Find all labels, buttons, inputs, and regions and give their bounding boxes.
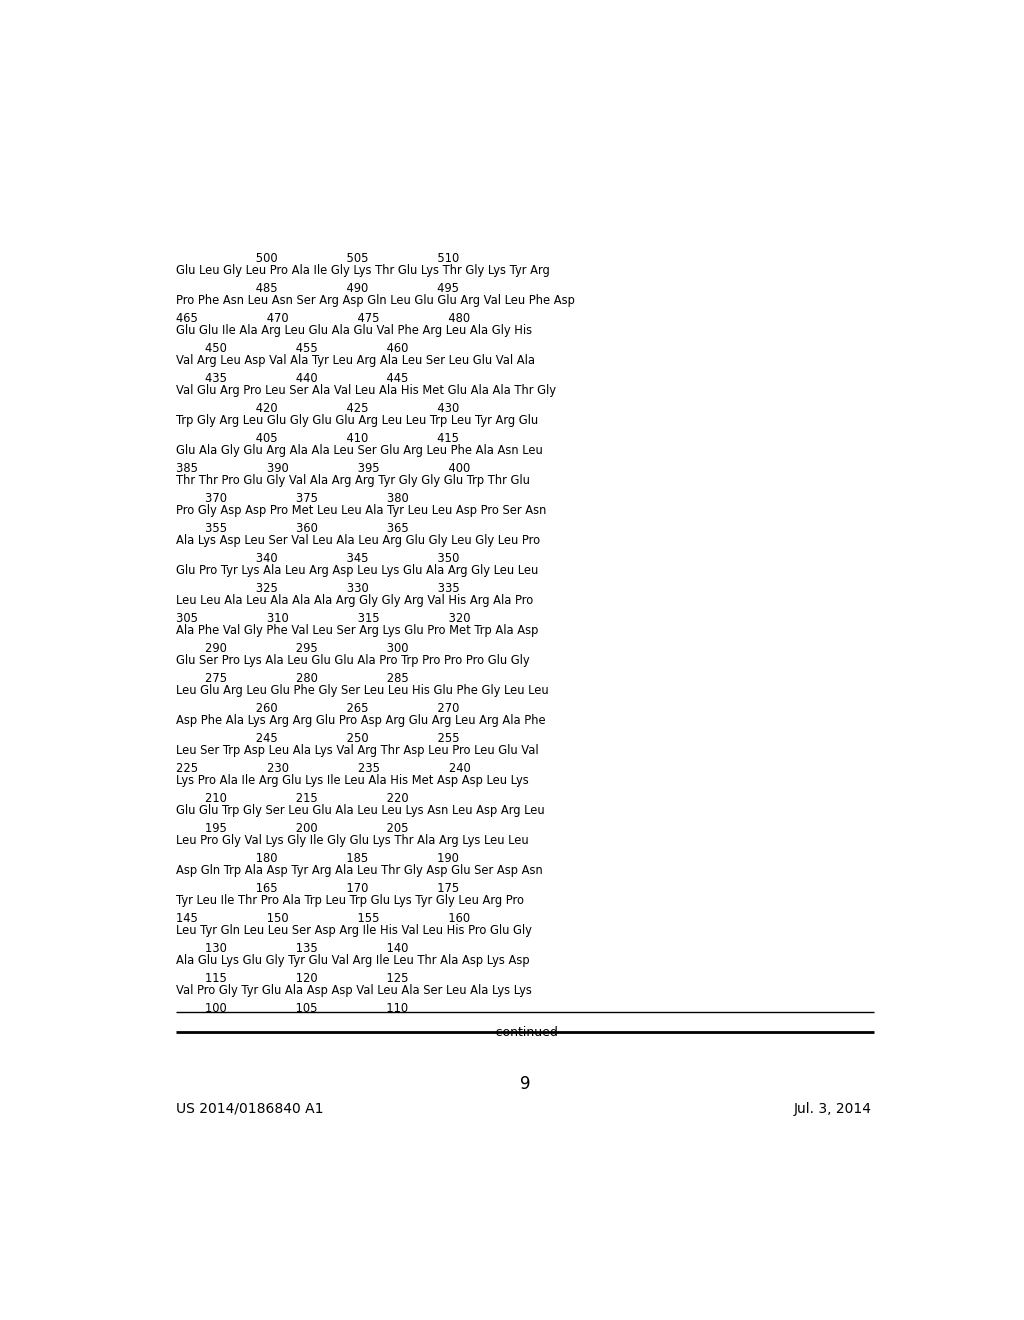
Text: Val Glu Arg Pro Leu Ser Ala Val Leu Ala His Met Glu Ala Ala Thr Gly: Val Glu Arg Pro Leu Ser Ala Val Leu Ala … xyxy=(176,384,556,396)
Text: 385                   390                   395                   400: 385 390 395 400 xyxy=(176,462,470,475)
Text: 100                   105                   110: 100 105 110 xyxy=(176,1002,409,1015)
Text: 210                   215                   220: 210 215 220 xyxy=(176,792,409,805)
Text: Glu Glu Trp Gly Ser Leu Glu Ala Leu Leu Lys Asn Leu Asp Arg Leu: Glu Glu Trp Gly Ser Leu Glu Ala Leu Leu … xyxy=(176,804,545,817)
Text: Pro Gly Asp Asp Pro Met Leu Leu Ala Tyr Leu Leu Asp Pro Ser Asn: Pro Gly Asp Asp Pro Met Leu Leu Ala Tyr … xyxy=(176,504,547,516)
Text: Val Arg Leu Asp Val Ala Tyr Leu Arg Ala Leu Ser Leu Glu Val Ala: Val Arg Leu Asp Val Ala Tyr Leu Arg Ala … xyxy=(176,354,536,367)
Text: 465                   470                   475                   480: 465 470 475 480 xyxy=(176,312,470,325)
Text: 9: 9 xyxy=(519,1074,530,1093)
Text: 180                   185                   190: 180 185 190 xyxy=(176,853,459,865)
Text: 115                   120                   125: 115 120 125 xyxy=(176,973,409,985)
Text: 500                   505                   510: 500 505 510 xyxy=(176,252,460,264)
Text: Leu Glu Arg Leu Glu Phe Gly Ser Leu Leu His Glu Phe Gly Leu Leu: Leu Glu Arg Leu Glu Phe Gly Ser Leu Leu … xyxy=(176,684,549,697)
Text: Glu Ala Gly Glu Arg Ala Ala Leu Ser Glu Arg Leu Phe Ala Asn Leu: Glu Ala Gly Glu Arg Ala Ala Leu Ser Glu … xyxy=(176,444,543,457)
Text: 195                   200                   205: 195 200 205 xyxy=(176,822,409,836)
Text: -continued: -continued xyxy=(492,1026,558,1039)
Text: Asp Gln Trp Ala Asp Tyr Arg Ala Leu Thr Gly Asp Glu Ser Asp Asn: Asp Gln Trp Ala Asp Tyr Arg Ala Leu Thr … xyxy=(176,865,543,876)
Text: Glu Glu Ile Ala Arg Leu Glu Ala Glu Val Phe Arg Leu Ala Gly His: Glu Glu Ile Ala Arg Leu Glu Ala Glu Val … xyxy=(176,323,532,337)
Text: 325                   330                   335: 325 330 335 xyxy=(176,582,460,595)
Text: US 2014/0186840 A1: US 2014/0186840 A1 xyxy=(176,1102,324,1115)
Text: Ala Phe Val Gly Phe Val Leu Ser Arg Lys Glu Pro Met Trp Ala Asp: Ala Phe Val Gly Phe Val Leu Ser Arg Lys … xyxy=(176,624,539,636)
Text: Ala Lys Asp Leu Ser Val Leu Ala Leu Arg Glu Gly Leu Gly Leu Pro: Ala Lys Asp Leu Ser Val Leu Ala Leu Arg … xyxy=(176,533,541,546)
Text: 290                   295                   300: 290 295 300 xyxy=(176,642,409,655)
Text: Pro Phe Asn Leu Asn Ser Arg Asp Gln Leu Glu Glu Arg Val Leu Phe Asp: Pro Phe Asn Leu Asn Ser Arg Asp Gln Leu … xyxy=(176,293,574,306)
Text: Lys Pro Ala Ile Arg Glu Lys Ile Leu Ala His Met Asp Asp Leu Lys: Lys Pro Ala Ile Arg Glu Lys Ile Leu Ala … xyxy=(176,774,528,787)
Text: Jul. 3, 2014: Jul. 3, 2014 xyxy=(794,1102,872,1115)
Text: Tyr Leu Ile Thr Pro Ala Trp Leu Trp Glu Lys Tyr Gly Leu Arg Pro: Tyr Leu Ile Thr Pro Ala Trp Leu Trp Glu … xyxy=(176,894,524,907)
Text: Glu Ser Pro Lys Ala Leu Glu Glu Ala Pro Trp Pro Pro Pro Glu Gly: Glu Ser Pro Lys Ala Leu Glu Glu Ala Pro … xyxy=(176,653,529,667)
Text: Leu Pro Gly Val Lys Gly Ile Gly Glu Lys Thr Ala Arg Lys Leu Leu: Leu Pro Gly Val Lys Gly Ile Gly Glu Lys … xyxy=(176,834,528,847)
Text: Leu Leu Ala Leu Ala Ala Ala Arg Gly Gly Arg Val His Arg Ala Pro: Leu Leu Ala Leu Ala Ala Ala Arg Gly Gly … xyxy=(176,594,534,607)
Text: 420                   425                   430: 420 425 430 xyxy=(176,401,460,414)
Text: 450                   455                   460: 450 455 460 xyxy=(176,342,409,355)
Text: 305                   310                   315                   320: 305 310 315 320 xyxy=(176,612,471,624)
Text: Asp Phe Ala Lys Arg Arg Glu Pro Asp Arg Glu Arg Leu Arg Ala Phe: Asp Phe Ala Lys Arg Arg Glu Pro Asp Arg … xyxy=(176,714,546,727)
Text: Val Pro Gly Tyr Glu Ala Asp Asp Val Leu Ala Ser Leu Ala Lys Lys: Val Pro Gly Tyr Glu Ala Asp Asp Val Leu … xyxy=(176,985,531,997)
Text: 405                   410                   415: 405 410 415 xyxy=(176,432,459,445)
Text: Glu Leu Gly Leu Pro Ala Ile Gly Lys Thr Glu Lys Thr Gly Lys Tyr Arg: Glu Leu Gly Leu Pro Ala Ile Gly Lys Thr … xyxy=(176,264,550,276)
Text: Leu Ser Trp Asp Leu Ala Lys Val Arg Thr Asp Leu Pro Leu Glu Val: Leu Ser Trp Asp Leu Ala Lys Val Arg Thr … xyxy=(176,744,539,756)
Text: 245                   250                   255: 245 250 255 xyxy=(176,733,460,744)
Text: 355                   360                   365: 355 360 365 xyxy=(176,521,409,535)
Text: 260                   265                   270: 260 265 270 xyxy=(176,702,460,715)
Text: Thr Thr Pro Glu Gly Val Ala Arg Arg Tyr Gly Gly Glu Trp Thr Glu: Thr Thr Pro Glu Gly Val Ala Arg Arg Tyr … xyxy=(176,474,530,487)
Text: 435                   440                   445: 435 440 445 xyxy=(176,372,409,384)
Text: Leu Tyr Gln Leu Leu Ser Asp Arg Ile His Val Leu His Pro Glu Gly: Leu Tyr Gln Leu Leu Ser Asp Arg Ile His … xyxy=(176,924,531,937)
Text: 130                   135                   140: 130 135 140 xyxy=(176,942,409,956)
Text: Glu Pro Tyr Lys Ala Leu Arg Asp Leu Lys Glu Ala Arg Gly Leu Leu: Glu Pro Tyr Lys Ala Leu Arg Asp Leu Lys … xyxy=(176,564,539,577)
Text: Ala Glu Lys Glu Gly Tyr Glu Val Arg Ile Leu Thr Ala Asp Lys Asp: Ala Glu Lys Glu Gly Tyr Glu Val Arg Ile … xyxy=(176,954,529,968)
Text: 485                   490                   495: 485 490 495 xyxy=(176,281,459,294)
Text: 225                   230                   235                   240: 225 230 235 240 xyxy=(176,762,471,775)
Text: 275                   280                   285: 275 280 285 xyxy=(176,672,409,685)
Text: Trp Gly Arg Leu Glu Gly Glu Glu Arg Leu Leu Trp Leu Tyr Arg Glu: Trp Gly Arg Leu Glu Gly Glu Glu Arg Leu … xyxy=(176,413,539,426)
Text: 340                   345                   350: 340 345 350 xyxy=(176,552,460,565)
Text: 145                   150                   155                   160: 145 150 155 160 xyxy=(176,912,470,925)
Text: 165                   170                   175: 165 170 175 xyxy=(176,882,460,895)
Text: 370                   375                   380: 370 375 380 xyxy=(176,492,409,504)
